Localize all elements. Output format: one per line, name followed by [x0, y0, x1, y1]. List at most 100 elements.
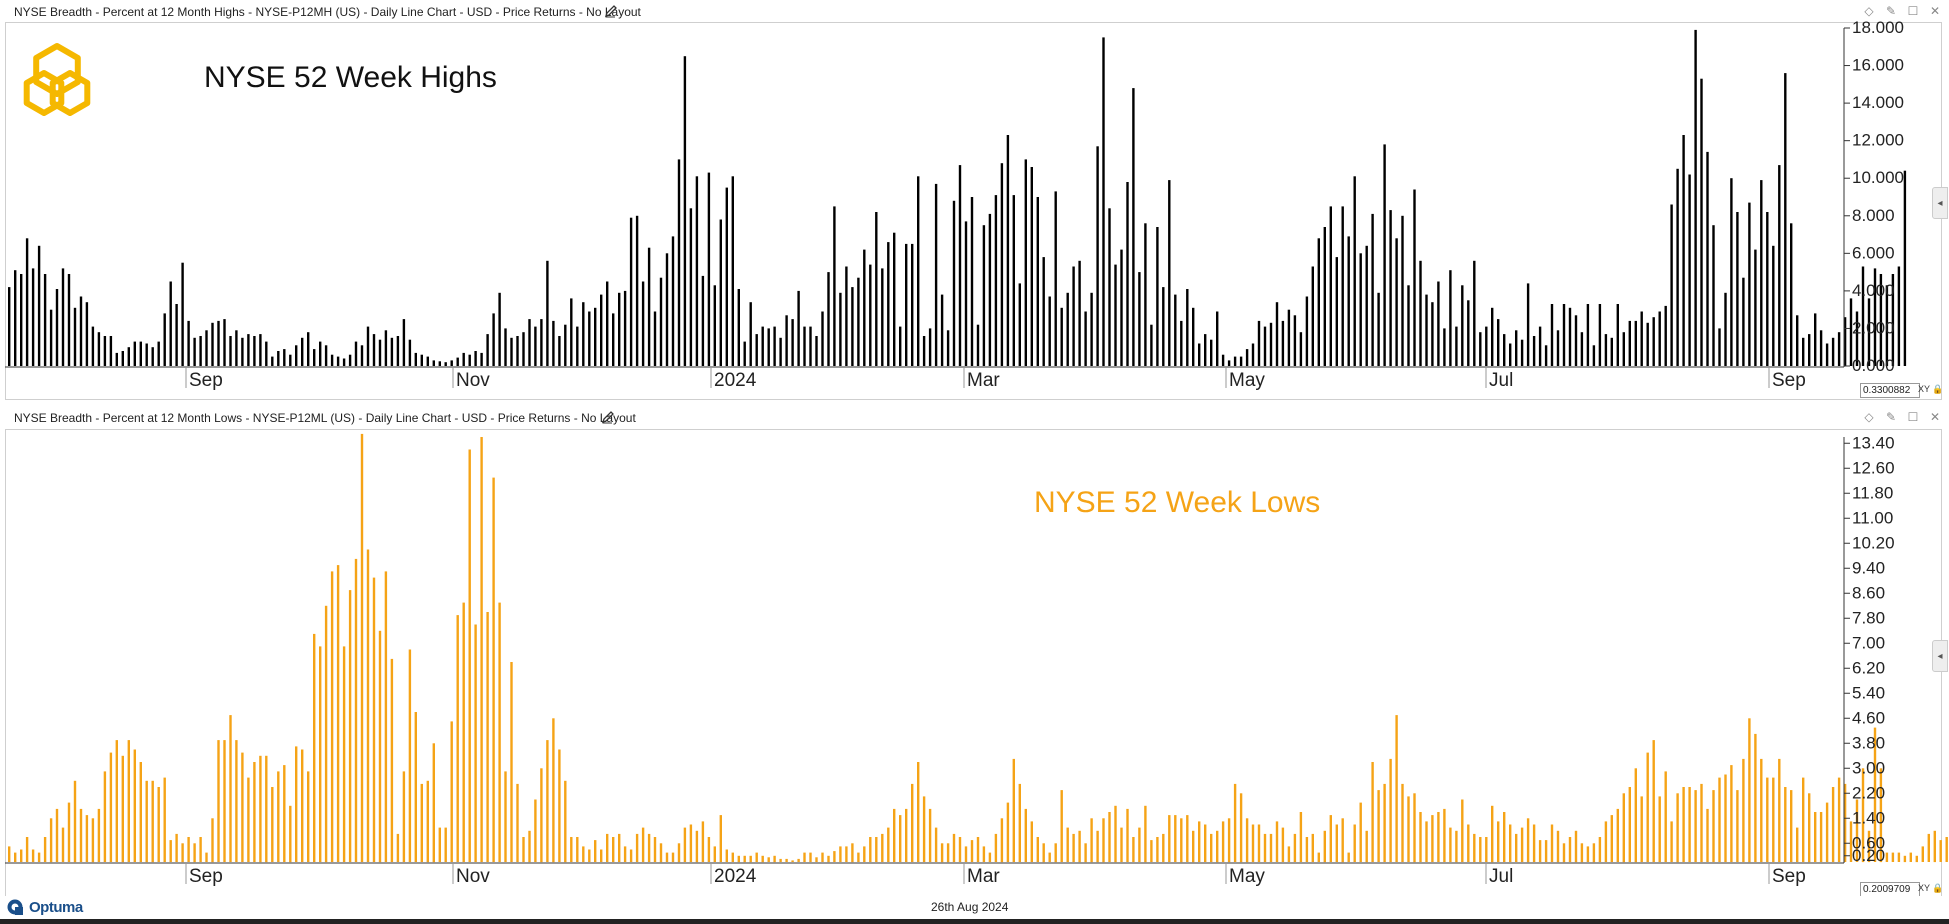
highs-bar — [588, 311, 591, 366]
highs-bar — [767, 328, 770, 366]
highs-bar — [199, 336, 202, 366]
lows-bar — [540, 768, 543, 863]
lows-bar — [1227, 818, 1231, 863]
lows-bar — [109, 752, 113, 862]
lows-bar — [1790, 790, 1793, 862]
lows-bar — [1162, 833, 1165, 862]
close-icon[interactable]: ✕ — [1929, 4, 1941, 18]
highs-bar — [1150, 324, 1153, 366]
highs-bar — [1120, 249, 1123, 366]
highs-bar — [540, 319, 543, 366]
highs-bar — [719, 219, 722, 366]
lows-x-tick-label: Mar — [967, 866, 1000, 887]
lows-bar — [486, 612, 489, 862]
highs-bar — [1425, 294, 1428, 366]
lows-y-tick-label: 13.40 — [1852, 433, 1895, 452]
highs-xy-value[interactable]: 0.3300882 — [1860, 383, 1920, 398]
lows-bar — [1389, 758, 1392, 862]
lows-bar — [743, 855, 746, 863]
highs-collapse-arrow-icon[interactable]: ◂ — [1932, 187, 1948, 219]
highs-bar — [1760, 180, 1763, 366]
highs-bar — [1473, 260, 1476, 366]
lows-collapse-arrow-icon[interactable]: ◂ — [1932, 640, 1948, 672]
highs-y-tick-label: 6.000 — [1852, 243, 1895, 262]
pin-icon[interactable]: ✎ — [1885, 4, 1897, 18]
highs-bar — [1293, 315, 1297, 366]
lows-bar — [1634, 768, 1637, 863]
lows-bar — [809, 852, 812, 862]
lows-y-tick-label: 12.60 — [1852, 458, 1895, 477]
highs-bar — [1030, 167, 1033, 366]
lows-bar — [594, 840, 597, 862]
highs-bar — [360, 345, 364, 366]
lock-icon[interactable]: 🔒 — [1932, 883, 1944, 893]
lows-bar — [1479, 837, 1482, 862]
diamond-icon[interactable]: ◇ — [1864, 410, 1874, 424]
optuma-brand[interactable]: Optuma — [6, 898, 83, 916]
highs-bar — [1640, 311, 1643, 366]
lows-bar — [1012, 758, 1015, 862]
highs-bar — [594, 307, 597, 366]
highs-xy-label[interactable]: XY — [1918, 384, 1931, 394]
edit-pencil-icon[interactable] — [601, 410, 615, 424]
lows-bar — [857, 852, 860, 862]
lows-bar — [701, 821, 705, 862]
lows-bar — [157, 787, 160, 862]
lows-bar — [1520, 827, 1524, 862]
highs-bar — [749, 302, 752, 366]
highs-bar — [67, 274, 71, 366]
close-icon[interactable]: ✕ — [1929, 410, 1941, 424]
lows-bar — [964, 846, 968, 862]
lows-bar — [869, 837, 872, 862]
lows-bar — [659, 843, 663, 863]
lows-bar — [1837, 777, 1841, 862]
lows-bar — [1239, 793, 1243, 863]
highs-bar — [779, 337, 782, 366]
lows-x-tick-label: Jul — [1489, 866, 1513, 887]
lows-bar — [1694, 790, 1697, 862]
highs-bar — [1048, 296, 1051, 366]
lows-y-tick-label: 0.60 — [1852, 833, 1885, 852]
lows-x-tick-label: Sep — [1772, 866, 1806, 887]
highs-bar — [265, 341, 268, 366]
highs-bar — [1520, 339, 1524, 366]
highs-bar — [952, 200, 956, 366]
highs-bar — [1622, 332, 1625, 366]
lows-bar — [1132, 837, 1135, 862]
diamond-icon[interactable]: ◇ — [1864, 4, 1874, 18]
highs-bar — [606, 281, 609, 366]
optuma-logo-icon — [7, 899, 23, 915]
lows-bar — [1233, 783, 1237, 862]
highs-bar — [468, 354, 471, 366]
highs-bar — [378, 339, 382, 366]
lows-bar — [1933, 830, 1936, 863]
lows-bar — [1760, 758, 1763, 862]
highs-bar — [307, 332, 310, 366]
highs-bar — [1210, 339, 1213, 366]
lows-bar — [37, 852, 41, 862]
highs-bar — [1317, 238, 1320, 366]
highs-bar — [1186, 289, 1189, 366]
highs-bar — [103, 336, 107, 366]
lows-bar — [205, 852, 208, 862]
pin-icon[interactable]: ✎ — [1885, 410, 1897, 424]
highs-bar — [1772, 245, 1775, 366]
highs-x-tick-label: Sep — [1772, 370, 1806, 391]
highs-y-tick-label: 10.000 — [1852, 168, 1904, 187]
maximize-icon[interactable]: ☐ — [1907, 410, 1919, 424]
lows-bar — [755, 852, 758, 862]
lock-icon[interactable]: 🔒 — [1932, 384, 1944, 394]
lows-xy-value[interactable]: 0.2009709 — [1860, 882, 1920, 897]
lows-bar — [1072, 833, 1075, 862]
lows-bar — [1335, 824, 1338, 862]
lows-y-tick-label: 9.40 — [1852, 558, 1885, 577]
highs-bar — [1144, 223, 1147, 366]
highs-bar — [1849, 298, 1853, 366]
lows-bar — [1365, 830, 1368, 863]
maximize-icon[interactable]: ☐ — [1907, 4, 1919, 18]
highs-bar — [558, 336, 561, 366]
lows-bar — [1574, 830, 1578, 863]
lows-bar — [905, 808, 908, 862]
lows-xy-label[interactable]: XY — [1918, 883, 1931, 893]
edit-pencil-icon[interactable] — [604, 4, 618, 18]
